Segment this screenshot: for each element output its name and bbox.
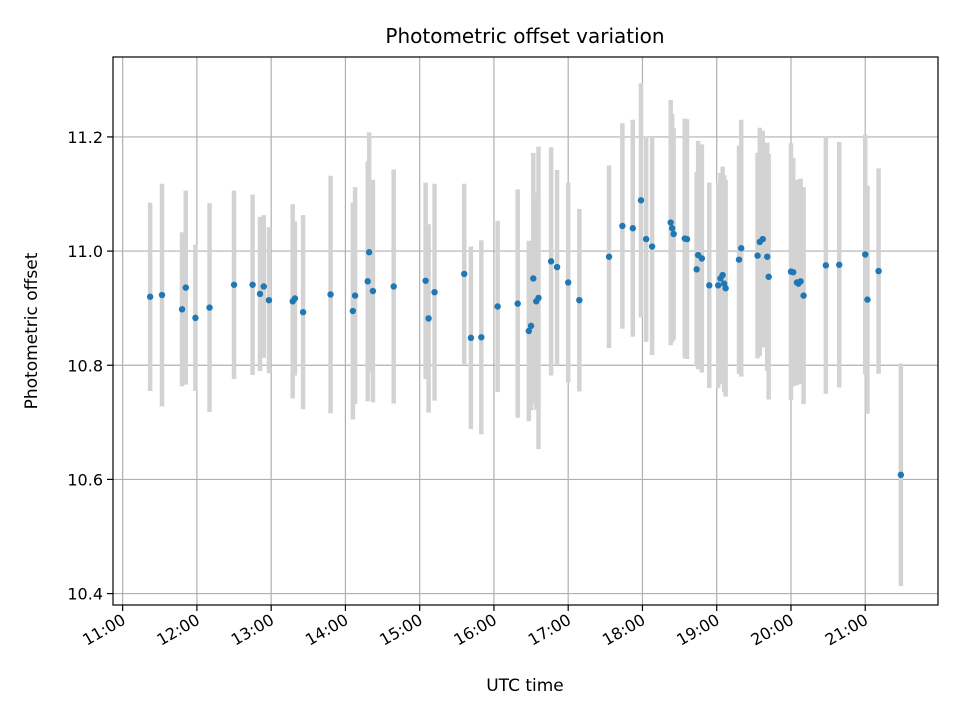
data-point — [478, 334, 485, 341]
data-point — [182, 284, 189, 291]
data-point — [738, 245, 745, 252]
data-point — [535, 294, 542, 302]
data-point — [530, 275, 537, 282]
y-axis-label: Photometric offset — [22, 252, 42, 409]
data-point — [230, 281, 238, 288]
data-point — [605, 253, 613, 260]
data-point — [351, 292, 359, 299]
plot-frame — [112, 56, 939, 606]
y-tick-label: 11.0 — [67, 242, 103, 261]
data-point — [299, 308, 307, 316]
data-point — [365, 249, 373, 256]
data-point — [547, 258, 555, 265]
data-point — [494, 303, 501, 310]
data-point — [364, 278, 371, 285]
data-point — [425, 315, 432, 322]
data-point — [206, 304, 213, 311]
data-point — [564, 279, 572, 286]
data-point — [735, 256, 743, 263]
data-point — [668, 225, 676, 232]
data-point — [256, 290, 264, 298]
data-point — [553, 263, 561, 271]
data-point — [683, 235, 691, 243]
data-point — [461, 270, 468, 278]
data-point — [576, 296, 583, 304]
x-axis-label: UTC time — [486, 676, 564, 696]
data-point — [525, 327, 533, 335]
data-point — [670, 230, 677, 238]
data-point — [265, 296, 273, 304]
data-point — [719, 271, 726, 279]
data-point — [637, 197, 645, 204]
data-point — [667, 219, 674, 226]
data-point — [862, 251, 869, 258]
data-point — [765, 273, 772, 280]
data-point — [897, 471, 905, 479]
data-point — [836, 261, 843, 268]
y-tick-label: 10.6 — [67, 470, 103, 489]
data-point — [754, 252, 761, 259]
data-point — [178, 306, 186, 313]
y-tick-label: 11.2 — [67, 128, 103, 147]
data-point — [619, 222, 626, 230]
data-point — [349, 307, 357, 315]
plot-area-background — [113, 57, 938, 605]
data-point — [698, 255, 706, 262]
data-point — [146, 293, 154, 300]
data-point — [431, 288, 438, 296]
data-point — [864, 296, 871, 303]
data-point — [291, 295, 299, 302]
data-point — [706, 282, 713, 289]
data-point — [327, 291, 334, 298]
data-point — [789, 269, 797, 276]
y-axis: 10.4 10.6 10.8 11.0 11.2 — [67, 128, 113, 604]
data-point — [764, 253, 771, 260]
data-point — [514, 300, 521, 307]
data-point — [648, 243, 656, 250]
data-point — [260, 283, 267, 290]
data-point — [722, 284, 729, 292]
data-point — [822, 262, 830, 269]
data-point — [369, 287, 377, 295]
data-point — [422, 277, 429, 284]
data-point — [693, 266, 700, 273]
data-point — [192, 314, 199, 322]
data-point — [714, 282, 722, 289]
data-point — [642, 235, 650, 243]
data-points — [146, 197, 905, 479]
y-tick-label: 10.4 — [67, 585, 103, 604]
data-point — [759, 235, 766, 243]
data-point — [467, 334, 475, 342]
chart-title: Photometric offset variation — [385, 24, 664, 48]
data-point — [158, 291, 166, 299]
y-tick-label: 10.8 — [67, 356, 103, 375]
data-point — [390, 283, 397, 290]
data-point — [797, 278, 804, 285]
data-point — [875, 267, 882, 275]
data-point — [249, 281, 256, 288]
data-point — [527, 322, 535, 330]
data-point — [800, 292, 807, 299]
data-point — [629, 225, 637, 232]
